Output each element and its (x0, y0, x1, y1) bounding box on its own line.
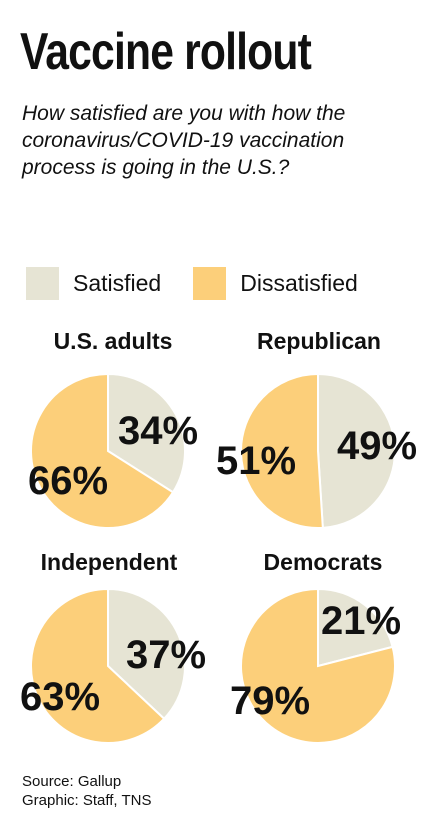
source-line: Source: Gallup (22, 773, 122, 790)
chart-title: Vaccine rollout (20, 23, 312, 81)
pie-value-democrats-dissatisfied: 79% (230, 679, 310, 723)
pie-value-democrats-satisfied: 21% (321, 599, 401, 643)
pie-value-republican-dissatisfied: 51% (216, 439, 296, 483)
pie-value-republican-satisfied: 49% (337, 424, 417, 468)
pie-title-democrats: Democrats (263, 549, 383, 575)
pie-title-republican: Republican (257, 328, 381, 354)
pie-slice-us-adults-dissatisfied (30, 372, 175, 529)
legend-item-dissatisfied: Dissatisfied (193, 266, 358, 300)
legend-swatch-dissatisfied (193, 266, 227, 300)
pie-value-us-adults-satisfied: 34% (118, 409, 198, 453)
legend-swatch-satisfied (26, 266, 59, 300)
legend-item-satisfied: Satisfied (26, 266, 162, 300)
chart-subtitle: How satisfied are you with how the coron… (22, 102, 346, 179)
legend: Satisfied Dissatisfied (26, 265, 390, 301)
pie-slice-independent-satisfied (107, 587, 186, 721)
legend-label-dissatisfied: Dissatisfied (240, 269, 358, 296)
source-note: Source: Gallup Graphic: Staff, TNS (22, 772, 152, 810)
credit-line: Graphic: Staff, TNS (22, 792, 152, 809)
pie-title-us-adults: U.S. adults (53, 328, 173, 354)
legend-label-satisfied: Satisfied (73, 269, 162, 296)
pie-slice-independent-dissatisfied (30, 587, 166, 744)
pie-title-independent: Independent (40, 549, 178, 575)
pie-slice-democrats-dissatisfied (240, 587, 396, 744)
pie-slice-republican-satisfied (317, 372, 396, 529)
pie-slice-republican-dissatisfied (240, 372, 324, 529)
pie-slice-democrats-satisfied (317, 587, 394, 668)
pie-value-independent-dissatisfied: 63% (20, 675, 100, 719)
pie-value-independent-satisfied: 37% (126, 633, 206, 677)
pie-value-us-adults-dissatisfied: 66% (28, 459, 108, 503)
